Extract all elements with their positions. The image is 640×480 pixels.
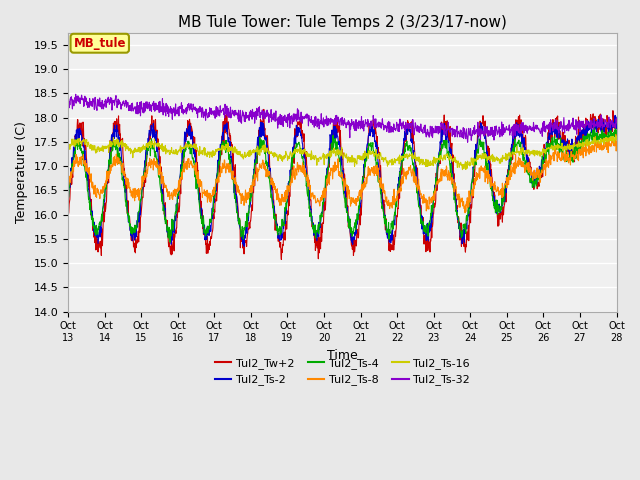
Tul2_Ts-16 [612,134,620,140]
Tul2_Ts-8 [612,132,620,137]
Tul2_Ts-2 [298,132,305,137]
Tul2_Ts-32 [612,120,620,125]
Tul2_Ts-16 [297,149,305,155]
Tul2_Ts-2 [377,181,385,187]
X-axis label: Time: Time [327,348,358,361]
Tul2_Ts-8 [107,163,115,169]
Tul2_Ts-16 [376,153,384,158]
Tul2_Ts-8 [461,210,469,216]
Tul2_Tw+2 [298,132,305,138]
Tul2_Ts-4 [612,132,620,138]
Tul2_Ts-4 [319,207,326,213]
Tul2_Ts-16 [459,167,467,172]
Tul2_Ts-2 [64,204,72,209]
Tul2_Tw+2 [612,119,620,124]
Tul2_Ts-32 [298,109,305,115]
Line: Tul2_Ts-32: Tul2_Ts-32 [68,94,616,142]
Tul2_Ts-8 [297,163,305,168]
Tul2_Tw+2 [107,151,115,157]
Tul2_Ts-4 [377,191,385,196]
Tul2_Ts-8 [318,192,326,198]
Tul2_Ts-32 [107,97,115,103]
Tul2_Ts-32 [377,124,385,130]
Tul2_Ts-4 [107,149,115,155]
Tul2_Tw+2 [64,207,72,213]
Line: Tul2_Ts-4: Tul2_Ts-4 [68,128,616,242]
Tul2_Ts-8 [64,185,72,191]
Tul2_Ts-32 [72,91,79,97]
Tul2_Ts-4 [129,225,136,230]
Tul2_Ts-32 [319,122,326,128]
Tul2_Ts-32 [464,139,472,145]
Tul2_Ts-8 [612,139,620,145]
Tul2_Ts-2 [107,146,115,152]
Tul2_Ts-4 [64,197,72,203]
Title: MB Tule Tower: Tule Temps 2 (3/23/17-now): MB Tule Tower: Tule Temps 2 (3/23/17-now… [178,15,507,30]
Tul2_Ts-2 [240,243,248,249]
Tul2_Ts-2 [129,235,136,240]
Tul2_Ts-4 [166,240,174,245]
Tul2_Ts-16 [129,155,136,160]
Tul2_Ts-16 [612,133,620,139]
Tul2_Tw+2 [278,257,285,263]
Tul2_Ts-8 [376,184,384,190]
Tul2_Ts-32 [129,108,137,114]
Tul2_Ts-2 [319,211,326,216]
Tul2_Ts-32 [64,96,72,102]
Tul2_Ts-8 [308,191,316,197]
Tul2_Ts-2 [308,221,316,227]
Tul2_Ts-16 [107,141,115,147]
Line: Tul2_Ts-8: Tul2_Ts-8 [68,134,616,213]
Text: MB_tule: MB_tule [74,37,126,50]
Tul2_Ts-8 [129,195,136,201]
Tul2_Tw+2 [129,230,136,236]
Tul2_Ts-2 [611,112,619,118]
Tul2_Ts-16 [64,140,72,145]
Line: Tul2_Ts-16: Tul2_Ts-16 [68,136,616,169]
Line: Tul2_Tw+2: Tul2_Tw+2 [68,109,616,260]
Tul2_Ts-16 [308,153,316,158]
Tul2_Tw+2 [309,220,317,226]
Tul2_Ts-2 [612,122,620,128]
Tul2_Tw+2 [377,172,385,178]
Legend: Tul2_Tw+2, Tul2_Ts-2, Tul2_Ts-4, Tul2_Ts-8, Tul2_Ts-16, Tul2_Ts-32: Tul2_Tw+2, Tul2_Ts-2, Tul2_Ts-4, Tul2_Ts… [211,354,474,390]
Tul2_Tw+2 [319,220,326,226]
Tul2_Ts-32 [308,121,316,127]
Y-axis label: Temperature (C): Temperature (C) [15,121,28,223]
Tul2_Ts-4 [591,125,598,131]
Tul2_Tw+2 [260,107,268,112]
Tul2_Ts-4 [298,146,305,152]
Tul2_Ts-16 [318,155,326,161]
Line: Tul2_Ts-2: Tul2_Ts-2 [68,115,616,246]
Tul2_Ts-4 [308,223,316,229]
